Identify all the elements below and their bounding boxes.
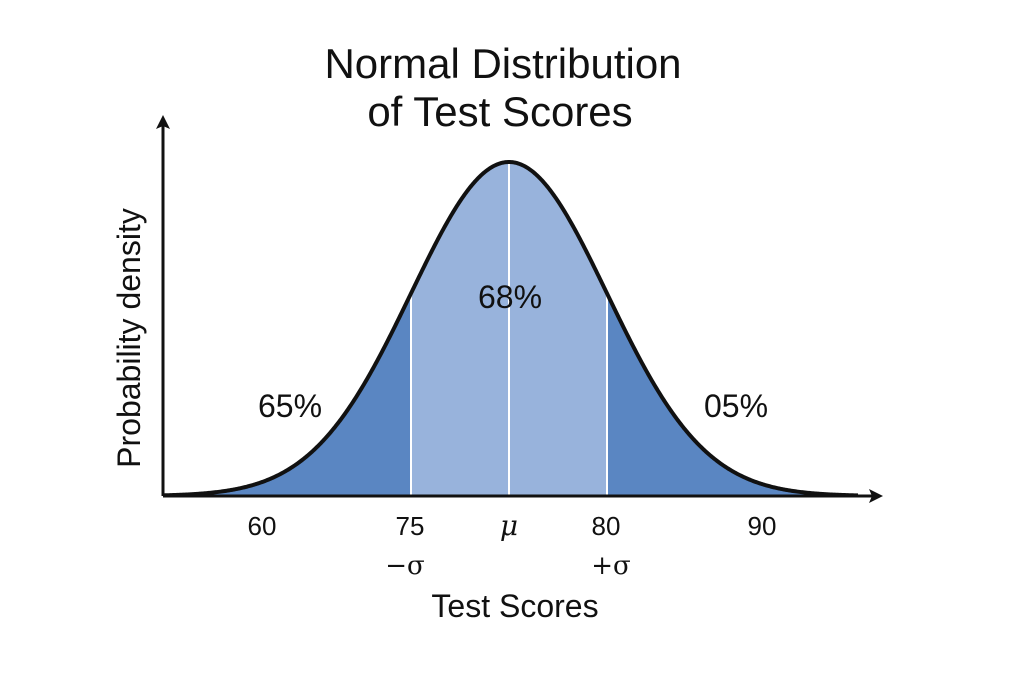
plus-sigma-label: +σ (591, 551, 631, 581)
label-left-tail-percent: 65% (258, 388, 322, 424)
density-areas (163, 162, 858, 496)
left-tail-area (163, 293, 411, 496)
x-tick-90: 90 (748, 511, 777, 541)
x-tick-75: 75 (396, 511, 425, 541)
x-axis-label: Test Scores (431, 588, 598, 624)
sigma-dividers (410, 164, 608, 496)
x-tick-60: 60 (248, 511, 277, 541)
chart-title-line-2: of Test Scores (367, 88, 632, 135)
label-center-percent: 68% (478, 279, 542, 315)
density-curve (162, 159, 859, 498)
chart-title: Normal Distribution of Test Scores (324, 40, 681, 135)
label-right-tail-percent: 05% (704, 388, 768, 424)
x-tick-80: 80 (592, 511, 621, 541)
x-tick-mu: μ (500, 509, 518, 542)
y-axis-label: Probability density (111, 208, 147, 468)
chart-title-line-1: Normal Distribution (324, 40, 681, 87)
right-tail-area (607, 293, 858, 496)
minus-sigma-label: −σ (385, 551, 425, 581)
